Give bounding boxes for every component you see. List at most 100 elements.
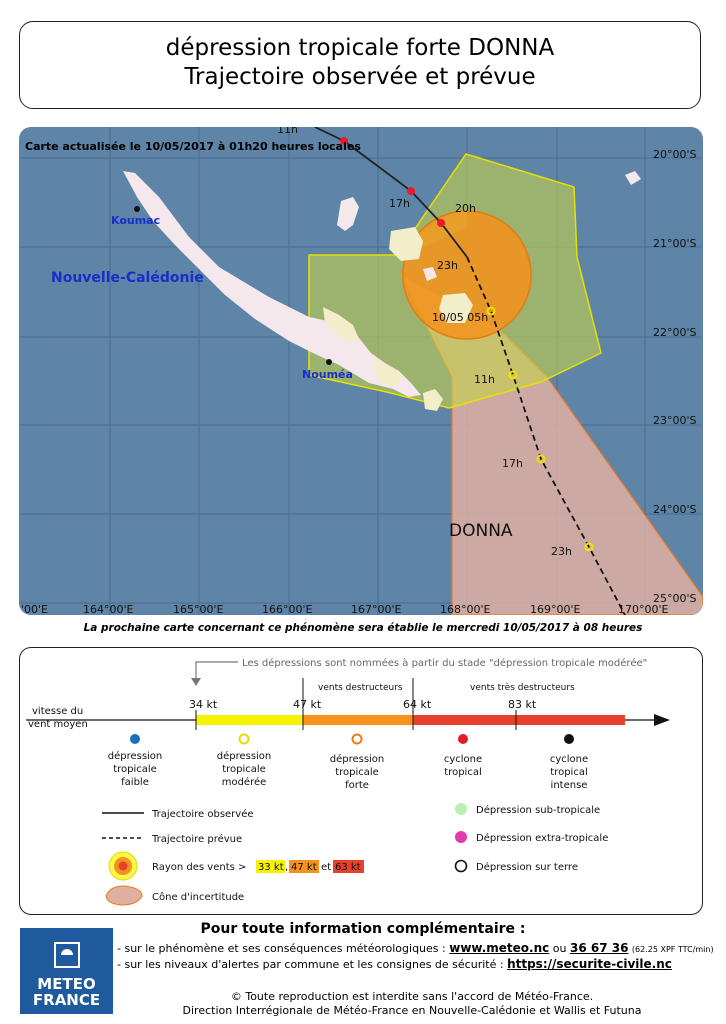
island-lifou xyxy=(389,227,423,261)
stage-label: dépression xyxy=(217,750,272,762)
forecast-point xyxy=(508,370,518,380)
forecast-label: 10/05 05h xyxy=(432,311,488,324)
overland-label: Dépression sur terre xyxy=(476,861,578,873)
forecast-point xyxy=(536,454,546,464)
stage-label: cyclone xyxy=(550,754,588,765)
city-dot-noumea xyxy=(326,359,332,365)
meteo-link[interactable]: www.meteo.nc xyxy=(449,941,550,955)
title-box: dépression tropicale forte DONNA Traject… xyxy=(19,21,701,109)
legend-box: Les dépressions sont nommées à partir du… xyxy=(19,647,703,915)
lon-label: 170°00'E xyxy=(618,603,669,615)
lon-label: 168°00'E xyxy=(440,603,491,615)
forecast-label: 11h xyxy=(474,373,495,386)
info-line-weather: - sur le phénomène et ses conséquences m… xyxy=(117,941,714,955)
island-ouvea xyxy=(337,197,359,231)
directorate: Direction Interrégionale de Météo-France… xyxy=(182,1004,642,1017)
overland-icon xyxy=(454,859,468,873)
wind-radius-label: Rayon des vents > xyxy=(152,862,246,873)
place-noumea: Nouméa xyxy=(302,368,353,381)
stage-label: intense xyxy=(551,780,588,791)
stage-label: tropicale xyxy=(113,764,157,775)
island-mare xyxy=(439,293,473,323)
subtropical-label: Dépression sub-tropicale xyxy=(476,804,600,816)
extratropical-label: Dépression extra-tropicale xyxy=(476,832,608,844)
stage-label: tropical xyxy=(550,767,587,778)
scale-64-plus xyxy=(413,715,625,725)
svg-text:,: , xyxy=(285,862,288,873)
lon-label: 169°00'E xyxy=(530,603,581,615)
forecast-point xyxy=(486,306,496,316)
observed-point xyxy=(340,137,348,145)
scale-34-47 xyxy=(196,715,303,725)
city-dot-koumac xyxy=(134,206,140,212)
lon-label: 165°00'E xyxy=(173,603,224,615)
info-line-safety: - sur les niveaux d'alertes par commune … xyxy=(117,957,672,971)
threshold-label: 83 kt xyxy=(508,698,537,711)
stage-label: forte xyxy=(345,780,369,791)
svg-text:et: et xyxy=(321,862,331,873)
stage-label: faible xyxy=(121,777,149,788)
scale-47-64 xyxy=(303,715,413,725)
orange-storm-icon xyxy=(351,733,363,745)
observed-point xyxy=(407,187,415,195)
forecast-track xyxy=(466,256,626,615)
red-cyclone-icon xyxy=(458,734,468,744)
forecast-point xyxy=(584,542,594,552)
wind-speed-label: vent moyen xyxy=(28,719,88,730)
stage-label: tropicale xyxy=(222,764,266,775)
lat-label: 24°00'S xyxy=(653,503,697,516)
observed-track-label: Trajectoire observée xyxy=(151,808,254,820)
radius-value: 47 kt xyxy=(291,862,317,873)
stage-label: tropical xyxy=(444,767,481,778)
radius-value: 63 kt xyxy=(335,862,361,873)
black-cyclone-icon xyxy=(564,734,574,744)
naming-note-arrow xyxy=(195,661,238,684)
extratropical-icon xyxy=(455,831,467,843)
threshold-label: 47 kt xyxy=(293,698,322,711)
page-title: dépression tropicale forte DONNA xyxy=(165,35,555,61)
threshold-label: 34 kt xyxy=(189,698,218,711)
track-map: Carte actualisée le 10/05/2017 à 01h20 h… xyxy=(19,127,703,615)
forecast-label: 17h xyxy=(502,457,523,470)
forecast-track-label: Trajectoire prévue xyxy=(151,833,242,845)
stage-label: cyclone xyxy=(444,754,482,765)
info-title: Pour toute information complémentaire : xyxy=(200,921,526,937)
lat-label: 23°00'S xyxy=(653,414,697,427)
observed-label: 23h xyxy=(437,259,458,272)
wind-speed-label: vitesse du xyxy=(32,706,83,717)
page-subtitle: Trajectoire observée et prévue xyxy=(184,64,536,90)
island-isle-of-pines xyxy=(423,389,443,411)
storm-name: DONNA xyxy=(449,521,513,541)
cone-label: Cône d'incertitude xyxy=(152,891,244,903)
lat-label: 22°00'S xyxy=(653,326,697,339)
copyright: © Toute reproduction est interdite sans … xyxy=(230,990,594,1003)
threshold-label: 64 kt xyxy=(403,698,432,711)
stage-label: tropicale xyxy=(335,767,379,778)
lat-label: 20°00'S xyxy=(653,148,697,161)
subtropical-icon xyxy=(455,803,467,815)
observed-track xyxy=(314,127,468,258)
destructive-label: vents destructeurs xyxy=(318,683,403,693)
stage-label: modérée xyxy=(222,776,267,788)
observed-label: 20h xyxy=(455,202,476,215)
lon-label: 164°00'E xyxy=(83,603,134,615)
stage-label: dépression xyxy=(108,750,163,762)
yellow-storm-icon xyxy=(238,733,250,745)
phone-number[interactable]: 36 67 36 xyxy=(569,941,629,955)
forecast-label: 23h xyxy=(551,545,572,558)
update-stamp: Carte actualisée le 10/05/2017 à 01h20 h… xyxy=(25,140,361,153)
blue-dot-icon xyxy=(130,734,140,744)
meteo-france-logo: METEO FRANCE xyxy=(20,928,113,1014)
lon-label: 167°00'E xyxy=(351,603,402,615)
place-nouvelle-caledonie: Nouvelle-Calédonie xyxy=(51,270,204,286)
lon-label: 166°00'E xyxy=(262,603,313,615)
securite-civile-link[interactable]: https://securite-civile.nc xyxy=(507,957,672,971)
lat-label: 21°00'S xyxy=(653,237,697,250)
island-tiga xyxy=(423,267,437,281)
lon-label: '00'E xyxy=(21,603,48,615)
radius-value: 33 kt xyxy=(258,862,284,873)
place-koumac: Koumac xyxy=(111,214,160,227)
next-map-notice: La prochaine carte concernant ce phénomè… xyxy=(83,622,643,634)
very-destructive-label: vents très destructeurs xyxy=(470,682,575,693)
lat-label: 25°00'S xyxy=(653,592,697,605)
